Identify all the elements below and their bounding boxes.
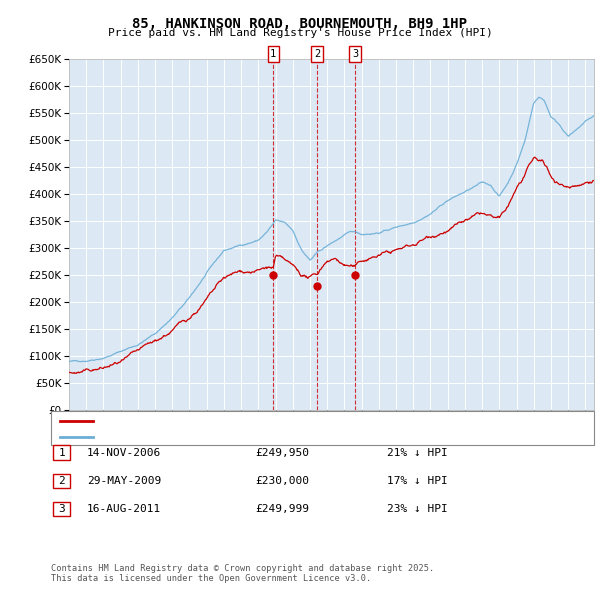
Text: 85, HANKINSON ROAD, BOURNEMOUTH, BH9 1HP (detached house): 85, HANKINSON ROAD, BOURNEMOUTH, BH9 1HP…: [100, 416, 435, 426]
Text: £249,999: £249,999: [255, 504, 309, 514]
Text: 16-AUG-2011: 16-AUG-2011: [87, 504, 161, 514]
Text: 21% ↓ HPI: 21% ↓ HPI: [387, 448, 448, 457]
Text: 2: 2: [58, 476, 65, 486]
Text: Contains HM Land Registry data © Crown copyright and database right 2025.
This d: Contains HM Land Registry data © Crown c…: [51, 563, 434, 583]
Text: 14-NOV-2006: 14-NOV-2006: [87, 448, 161, 457]
Text: 2: 2: [314, 49, 320, 59]
Text: £230,000: £230,000: [255, 476, 309, 486]
Text: 85, HANKINSON ROAD, BOURNEMOUTH, BH9 1HP: 85, HANKINSON ROAD, BOURNEMOUTH, BH9 1HP: [133, 17, 467, 31]
Text: 1: 1: [270, 49, 277, 59]
Text: 29-MAY-2009: 29-MAY-2009: [87, 476, 161, 486]
Text: £249,950: £249,950: [255, 448, 309, 457]
Text: HPI: Average price, detached house, Bournemouth Christchurch and Poole: HPI: Average price, detached house, Bour…: [100, 432, 511, 442]
Text: 3: 3: [352, 49, 358, 59]
Text: 23% ↓ HPI: 23% ↓ HPI: [387, 504, 448, 514]
Text: Price paid vs. HM Land Registry's House Price Index (HPI): Price paid vs. HM Land Registry's House …: [107, 28, 493, 38]
Text: 1: 1: [58, 448, 65, 457]
Text: 17% ↓ HPI: 17% ↓ HPI: [387, 476, 448, 486]
Text: 3: 3: [58, 504, 65, 514]
